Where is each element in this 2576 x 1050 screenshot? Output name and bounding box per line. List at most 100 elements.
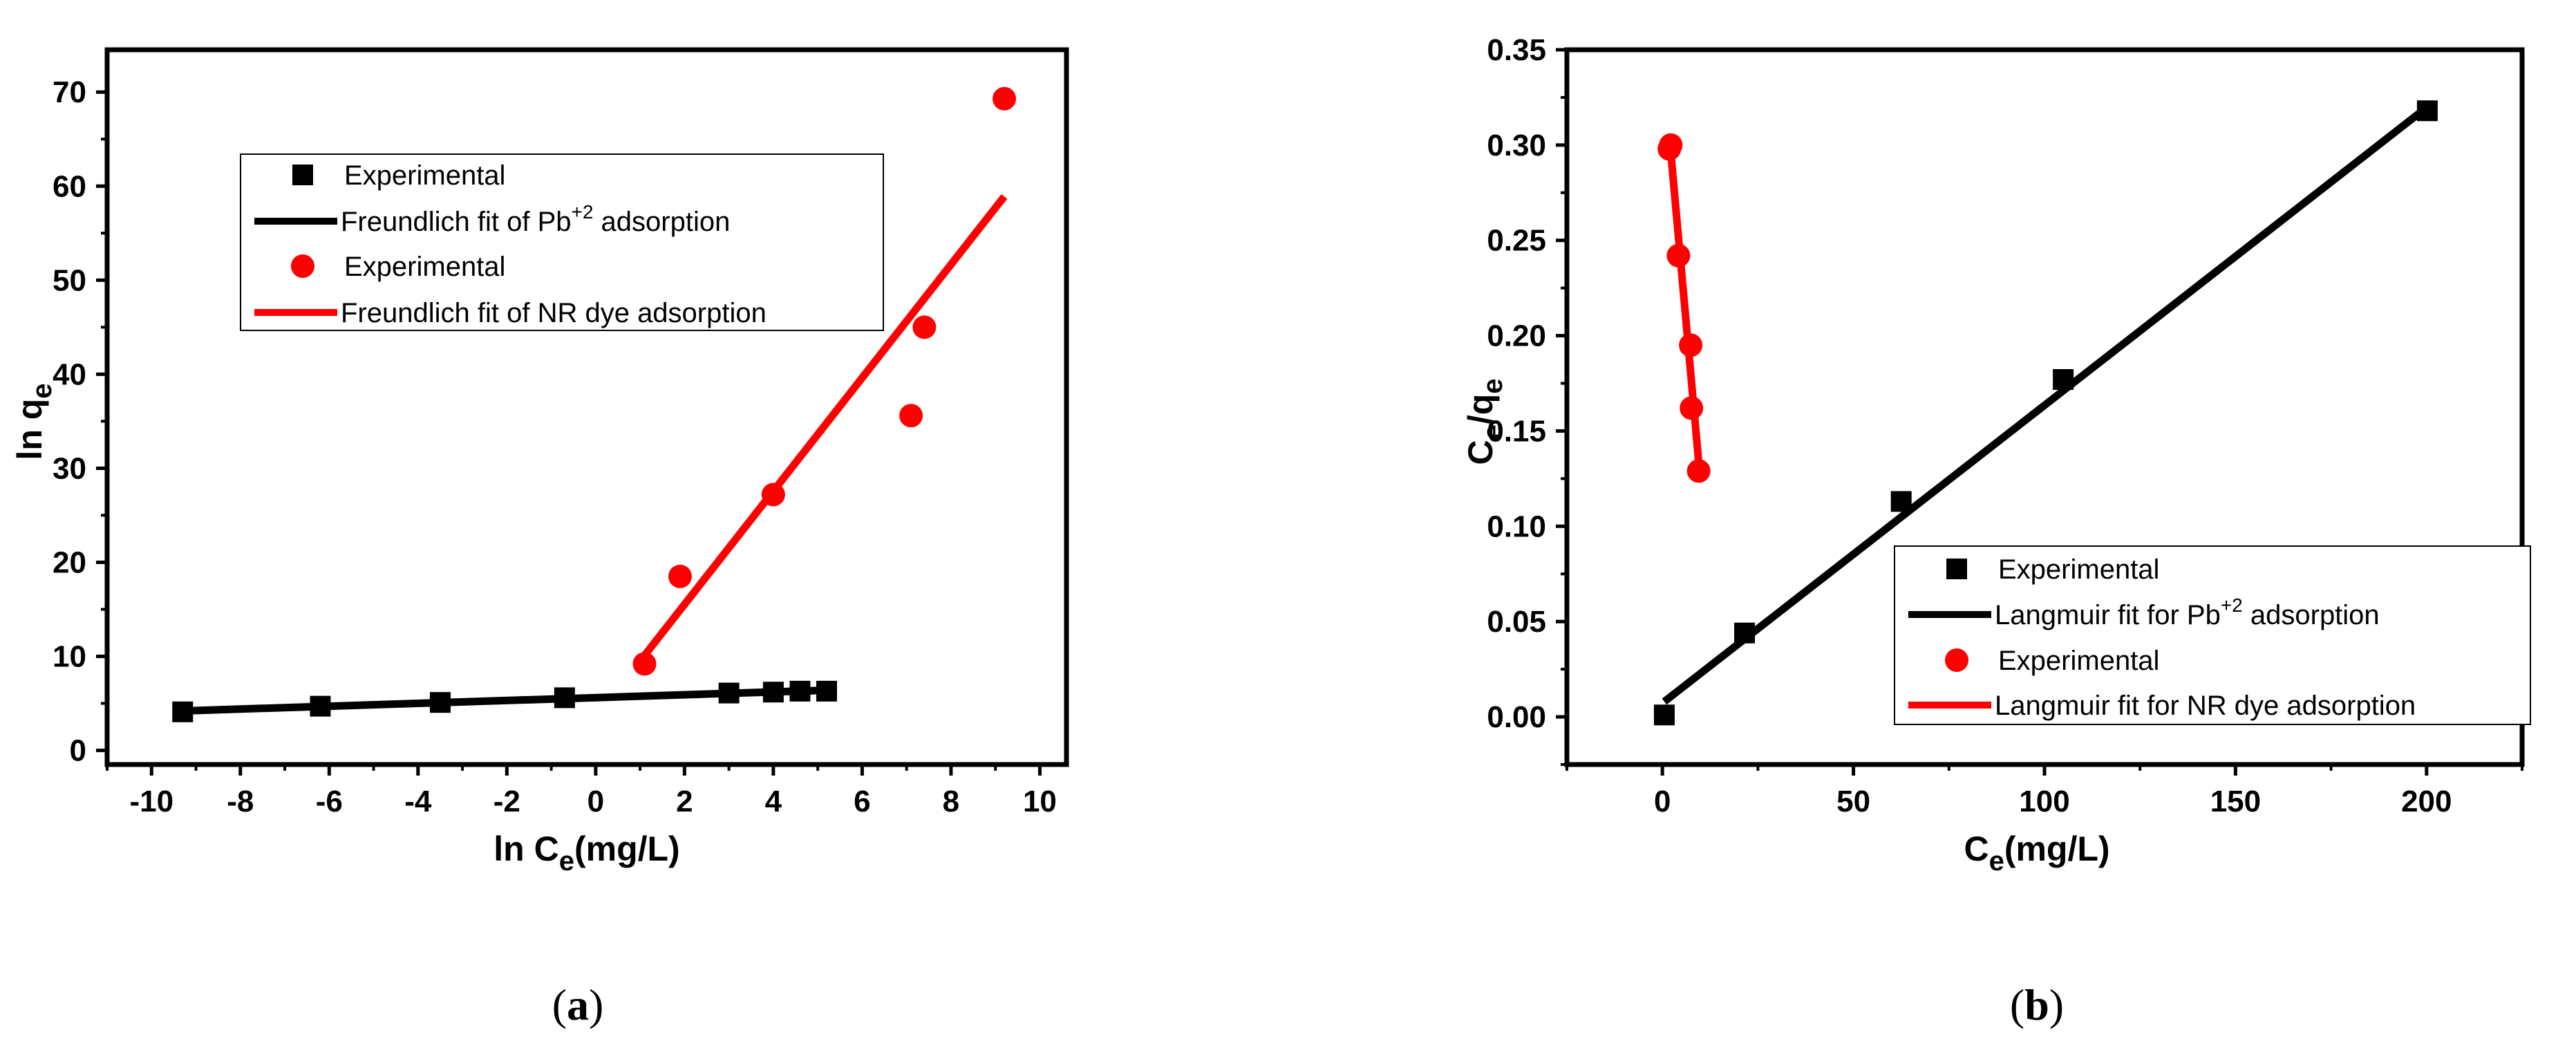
- legend-label-sup: +2: [572, 201, 594, 223]
- data-point-square: [310, 695, 331, 717]
- data-point-circle: [1659, 133, 1683, 157]
- panel-label-open: (: [2010, 980, 2024, 1029]
- data-point-circle: [1666, 243, 1691, 268]
- x-tick-label: 100: [2019, 785, 2069, 818]
- legend-square-marker: [1946, 559, 1967, 579]
- legend-label: Experimental: [1998, 554, 2159, 585]
- x-tick-label: 10: [1023, 785, 1057, 818]
- x-axis-label-main: ln C: [493, 829, 558, 868]
- panel-label: (b): [2010, 980, 2064, 1029]
- y-axis-label-mid: /q: [1461, 394, 1500, 424]
- data-point-circle: [632, 652, 657, 676]
- y-tick-label: 70: [53, 75, 86, 109]
- legend-label-sup: +2: [2221, 594, 2243, 616]
- x-tick-label: -6: [316, 785, 343, 818]
- y-tick-label: 20: [53, 545, 86, 579]
- x-tick-label: -2: [493, 785, 520, 818]
- data-point-square: [2416, 100, 2438, 122]
- data-point-square: [2053, 369, 2074, 391]
- data-point-circle: [1686, 459, 1711, 483]
- legend-label-name: Freundlich fit of Pb: [341, 207, 572, 237]
- y-axis-label-sub: e: [1478, 424, 1508, 440]
- x-tick-label: 0: [1654, 785, 1671, 818]
- panel-label: (a): [552, 980, 604, 1029]
- y-tick-label: 10: [53, 640, 86, 674]
- legend-label-name: Experimental: [344, 160, 505, 191]
- x-tick-label: 0: [587, 785, 604, 818]
- legend-label: Experimental: [1998, 646, 2159, 676]
- x-tick-label: 8: [943, 785, 959, 818]
- data-point-square: [1890, 491, 1912, 512]
- data-point-circle: [1680, 396, 1704, 420]
- x-axis-label-main: C: [1964, 829, 1989, 868]
- y-tick-label: 50: [53, 263, 86, 297]
- x-tick-label: -10: [129, 785, 173, 818]
- legend-box: [240, 153, 884, 331]
- legend-label-name: Experimental: [1998, 646, 2159, 676]
- y-axis-label-main: ln q: [10, 399, 49, 460]
- x-tick-label: 2: [676, 785, 693, 818]
- x-axis-label-tail: (mg/L): [574, 829, 680, 868]
- data-point-square: [789, 680, 811, 702]
- legend-square-marker: [292, 165, 313, 185]
- legend-label: Freundlich fit of Pb+2 adsorption: [341, 201, 730, 237]
- legend-label-name: Experimental: [344, 252, 505, 282]
- data-point-circle: [761, 482, 785, 507]
- data-point-square: [718, 682, 740, 704]
- legend-label-tail: adsorption: [593, 207, 730, 237]
- data-point-square: [1653, 704, 1675, 726]
- x-tick-label: 50: [1836, 785, 1870, 818]
- legend-label-name: Experimental: [1998, 554, 2159, 585]
- y-tick-label: 0: [70, 734, 86, 768]
- legend-label: Experimental: [344, 252, 505, 282]
- panel-label-close: ): [2049, 980, 2064, 1029]
- fit-line-nr-dye: [637, 194, 1008, 664]
- fit-line-pb: [1662, 104, 2430, 705]
- panel-label-close: ): [589, 980, 603, 1029]
- y-tick-label: 0.05: [1487, 605, 1546, 639]
- y-tick-label: 0.15: [1487, 414, 1546, 448]
- legend: Experimental Freundlich fit of Pb+2 adsor…: [240, 153, 884, 331]
- y-axis-label: Ce/qe: [1461, 378, 1508, 465]
- legend-label-name: Freundlich fit of NR dye adsorption: [341, 298, 767, 328]
- chart-panel-b: 0 50 100 150 200 0.00 0.05 0.10 0.15 0.20 0.25 0.30…: [1461, 33, 2531, 1029]
- x-tick-label: 6: [854, 785, 870, 818]
- legend-circle-marker: [291, 254, 314, 278]
- legend-label: Langmuir fit for Pb+2 adsorption: [1995, 594, 2380, 630]
- y-tick-label: 30: [53, 451, 86, 485]
- x-axis-label: Ce(mg/L): [1964, 829, 2109, 876]
- x-tick-label: -4: [404, 785, 432, 818]
- x-axis-label-sub: e: [1989, 846, 2004, 876]
- data-layer: [1653, 100, 2438, 726]
- legend-circle-marker: [1945, 648, 1968, 672]
- panel-label-letter: b: [2024, 980, 2049, 1029]
- x-tick-label: 200: [2401, 785, 2452, 818]
- y-axis-label-sub2: e: [1478, 378, 1508, 393]
- y-tick-label: 0.10: [1487, 509, 1546, 543]
- y-axis-label-sub: e: [27, 383, 57, 398]
- legend-label: Experimental: [344, 160, 505, 191]
- legend-label-name: Langmuir fit for NR dye adsorption: [1995, 691, 2416, 721]
- data-point-circle: [993, 86, 1017, 111]
- y-tick-label: 0.20: [1487, 319, 1546, 353]
- data-point-square: [429, 692, 451, 713]
- panel-label-letter: a: [567, 980, 589, 1029]
- data-point-circle: [1679, 333, 1703, 357]
- data-point-square: [816, 680, 837, 702]
- data-point-square: [762, 682, 784, 703]
- x-axis-label: ln Ce(mg/L): [493, 829, 679, 876]
- x-axis-label-tail: (mg/L): [2004, 829, 2110, 868]
- fit-line-nr-dye: [1665, 135, 1704, 476]
- x-tick-label: 150: [2210, 785, 2261, 818]
- y-tick-label: 0.30: [1487, 129, 1546, 162]
- legend-box: [1894, 545, 2531, 725]
- panel-label-open: (: [552, 980, 567, 1029]
- y-tick-label: 60: [53, 169, 86, 203]
- plot-frame: [104, 47, 1069, 767]
- legend: Experimental Langmuir fit for Pb+2 adsorp…: [1894, 545, 2531, 725]
- data-point-square: [172, 701, 194, 722]
- y-axis-label: ln qe: [10, 383, 57, 460]
- y-axis-label-main: C: [1461, 440, 1500, 465]
